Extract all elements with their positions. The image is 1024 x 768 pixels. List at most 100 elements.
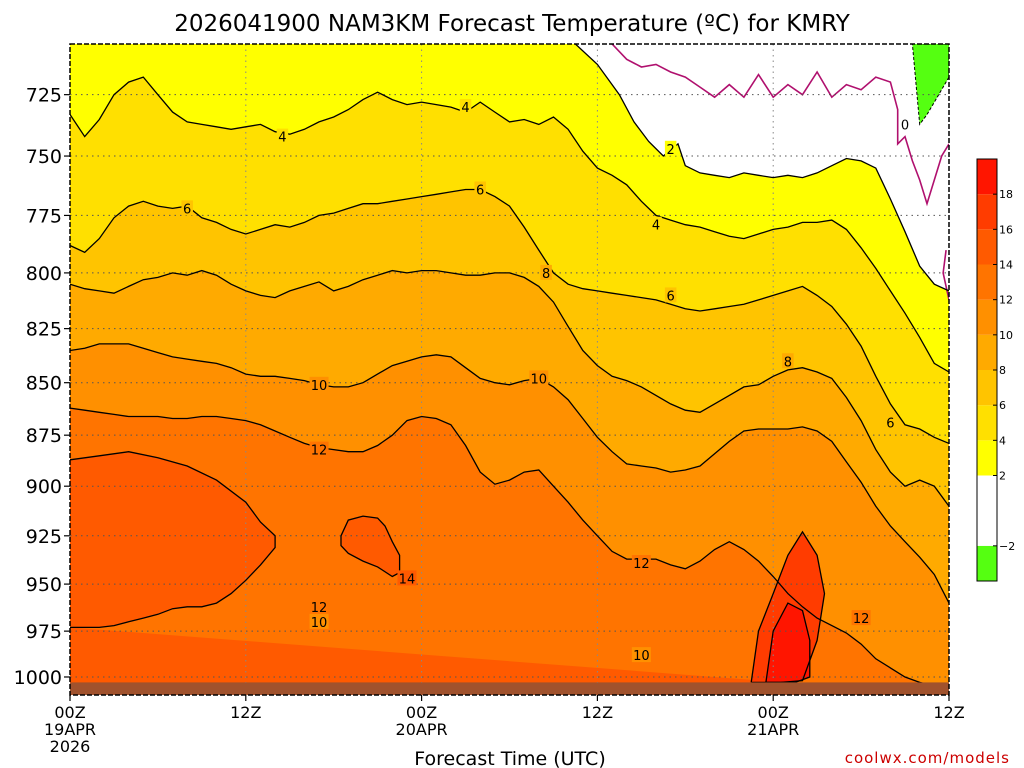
chart-title: 2026041900 NAM3KM Forecast Temperature (… [174,11,850,37]
contour-label-text: 14 [399,572,416,587]
contour-label-0: 4 [276,128,289,146]
y-tick-label: 775 [26,205,62,227]
contour-label-bg [459,99,472,115]
contour-label-6: 4 [650,216,662,234]
contour-label-1: 4 [459,99,472,116]
contour-12C [70,407,949,687]
contour-label-17: 10 [309,613,329,631]
y-tick-label: 750 [26,146,62,168]
y-tick-label: 850 [26,373,62,395]
colorbar-label: 10 [999,329,1013,342]
y-tick-label: 975 [26,621,62,643]
colorbar-label: 4 [999,434,1006,447]
contour-label-9: 10 [309,376,329,394]
contour-label-bg [851,610,871,626]
contour-6C [70,188,949,445]
colorbar-label: 12 [999,294,1013,307]
y-tick-label: 1000 [14,667,62,689]
grid-lines [70,44,949,695]
colorbar-band [977,264,997,300]
contour-label-text: 12 [853,612,870,627]
contour-label-bg [309,613,329,629]
colorbar-label: 6 [999,399,1006,412]
colorbar-band [977,229,997,265]
y-tick-label: 725 [26,85,62,107]
contour-label-bg [650,216,662,232]
fill-band-12C [70,408,949,695]
contour-label-bg [309,441,329,457]
contour-label-bg [899,116,911,132]
colorbar-band [977,159,997,195]
fill-band-18C [765,603,810,683]
colorbar-band [977,194,997,230]
fill-band-14C [341,516,400,577]
contour-label-10: 10 [529,370,549,387]
contour-label-bg [309,598,329,614]
contour-label-12: 6 [884,414,897,432]
colorbar-label: 16 [999,223,1013,236]
contour-label-bg [782,353,794,369]
contour-label-text: 8 [784,355,792,370]
contour-lines [70,44,949,687]
colorbar-band [977,299,997,335]
colorbar-band [977,334,997,370]
contour-label-text: 10 [633,649,650,664]
contour-label-text: 12 [311,601,328,616]
contour-label-bg [540,264,552,280]
contour-label-bg [309,376,329,392]
y-tick-label: 800 [26,263,62,285]
contour-label-bg [181,200,193,216]
fill-band-cold [575,44,949,291]
fill-band-below-minus2C [911,44,949,126]
contour-label-text: 6 [886,417,894,432]
contour-label-3: 0 [899,116,911,133]
x-tick-label: 00Z [406,703,437,722]
contour-label-text: 12 [311,444,328,459]
contour-label-bg [397,570,417,586]
x-tick-label: 20APR [396,720,448,739]
contour-10C [70,343,949,604]
contour-label-16: 12 [309,598,329,616]
contour-label-18: 10 [631,647,651,664]
x-tick-label: 2026 [50,737,91,756]
x-tick-label: 19APR [44,720,96,739]
contour-label-text: 4 [278,131,286,146]
contour-label-14: 12 [631,555,651,572]
contour-label-text: 10 [311,616,328,631]
contour-8C [70,269,949,507]
x-tick-label: 12Z [230,703,261,722]
contour-label-2: 2 [664,140,677,158]
contour-label-text: 6 [183,202,191,217]
contour-label-text: 0 [901,118,909,133]
contour-14C [340,515,401,578]
y-tick-label: 875 [26,425,62,447]
contour-label-13: 12 [309,441,329,459]
y-tick-label: 825 [26,319,62,341]
contour-label-bg [529,370,549,386]
y-tick-label: 900 [26,476,62,498]
contour-label-bg [631,555,651,571]
x-tick-label: 12Z [933,703,964,722]
contour-4C [70,76,949,373]
contour-label-text: 8 [542,267,550,282]
y-axis: 725 750 775 800 825 850 875 900 925 950 975 1000 [14,85,70,689]
colorbar-band [977,475,997,546]
contour-label-text: 6 [476,184,484,199]
contour-label-bg [884,414,897,430]
x-tick-label: 21APR [747,720,799,739]
colorbar: −2 2 4 6 8 10 12 14 16 18 [976,158,1015,582]
temperature-fills [70,44,949,695]
contour-label-bg [664,287,677,303]
x-tick-label: 00Z [758,703,789,722]
surface-ground-band [70,682,949,695]
contour-label-text: 12 [633,557,650,572]
contour-label-4: 6 [181,200,193,217]
colorbar-label: 18 [999,188,1013,201]
contour-label-bg [664,140,677,156]
contour-label-11: 8 [782,353,794,370]
contour-0C-edge [942,250,949,301]
